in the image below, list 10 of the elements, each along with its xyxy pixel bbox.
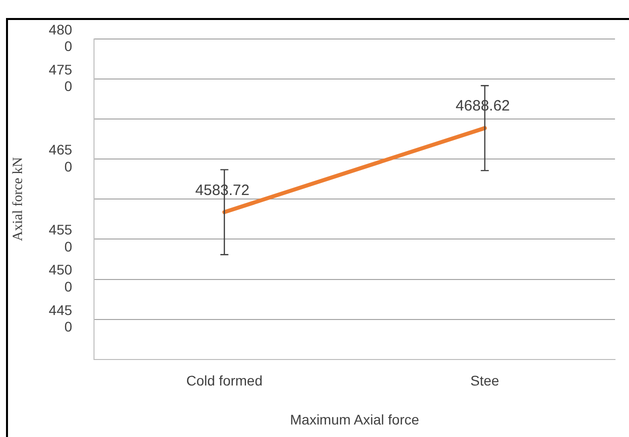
x-axis-title: Maximum Axial force (290, 411, 420, 428)
y-tick-label: 480 0 (48, 21, 72, 54)
y-tick-label: 455 0 (48, 222, 72, 254)
y-tick-label: 450 0 (48, 262, 72, 295)
x-tick-label: Stee (470, 372, 500, 389)
x-tick-label: Cold formed (186, 372, 262, 389)
y-tick-label: 475 0 (48, 61, 72, 94)
y-tick-label: 465 0 (48, 141, 72, 174)
y-axis-title: Axial force kN (11, 157, 26, 242)
y-tick-label: 445 0 (48, 302, 72, 335)
